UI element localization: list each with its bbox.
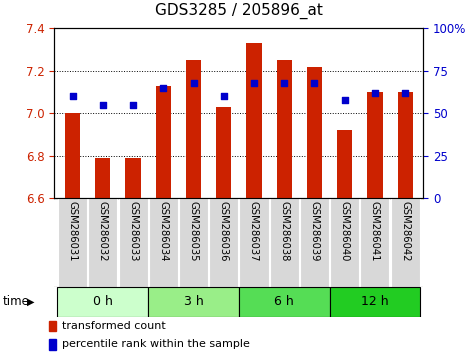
FancyBboxPatch shape (391, 198, 420, 287)
Text: GSM286037: GSM286037 (249, 201, 259, 261)
Bar (277, 60, 292, 198)
Bar (307, 67, 322, 198)
Text: 12 h: 12 h (361, 295, 389, 308)
Bar (368, 92, 383, 198)
FancyBboxPatch shape (149, 198, 178, 287)
Text: GSM286032: GSM286032 (98, 201, 108, 261)
Bar (246, 43, 262, 198)
FancyBboxPatch shape (239, 198, 269, 287)
Bar (125, 158, 140, 198)
FancyBboxPatch shape (57, 287, 148, 317)
Bar (49, 339, 55, 349)
FancyBboxPatch shape (360, 198, 389, 287)
Text: transformed count: transformed count (62, 321, 166, 331)
Bar (95, 158, 110, 198)
Bar (337, 130, 352, 198)
Text: GSM286031: GSM286031 (68, 201, 78, 261)
FancyBboxPatch shape (119, 198, 148, 287)
Point (280, 80, 288, 86)
FancyBboxPatch shape (330, 198, 359, 287)
Text: GSM286033: GSM286033 (128, 201, 138, 261)
Text: percentile rank within the sample: percentile rank within the sample (62, 339, 250, 349)
Text: GDS3285 / 205896_at: GDS3285 / 205896_at (155, 3, 323, 19)
Text: 0 h: 0 h (93, 295, 113, 308)
Text: GSM286041: GSM286041 (370, 201, 380, 261)
Point (159, 85, 167, 91)
Text: GSM286034: GSM286034 (158, 201, 168, 261)
Point (99, 102, 106, 108)
FancyBboxPatch shape (179, 198, 208, 287)
Text: 6 h: 6 h (274, 295, 294, 308)
Bar (216, 107, 231, 198)
Bar (156, 86, 171, 198)
FancyBboxPatch shape (330, 287, 420, 317)
Point (69, 93, 76, 99)
Text: GSM286039: GSM286039 (309, 201, 319, 261)
Point (250, 80, 258, 86)
Point (371, 90, 379, 96)
FancyBboxPatch shape (270, 198, 299, 287)
Point (311, 80, 318, 86)
Point (190, 80, 197, 86)
FancyBboxPatch shape (300, 198, 329, 287)
FancyBboxPatch shape (209, 198, 238, 287)
Point (220, 93, 228, 99)
FancyBboxPatch shape (58, 198, 87, 287)
Bar (65, 113, 80, 198)
Text: GSM286035: GSM286035 (189, 201, 199, 261)
Text: 3 h: 3 h (184, 295, 203, 308)
Text: ▶: ▶ (27, 297, 35, 307)
FancyBboxPatch shape (88, 198, 117, 287)
FancyBboxPatch shape (239, 287, 330, 317)
Text: GSM286042: GSM286042 (400, 201, 410, 261)
Point (129, 102, 137, 108)
Text: time: time (2, 295, 29, 308)
Text: GSM286038: GSM286038 (279, 201, 289, 261)
Point (341, 97, 349, 103)
Bar (398, 92, 413, 198)
Point (402, 90, 409, 96)
Bar (186, 60, 201, 198)
Text: GSM286036: GSM286036 (219, 201, 229, 261)
FancyBboxPatch shape (148, 287, 239, 317)
Text: GSM286040: GSM286040 (340, 201, 350, 261)
Bar (49, 321, 55, 331)
